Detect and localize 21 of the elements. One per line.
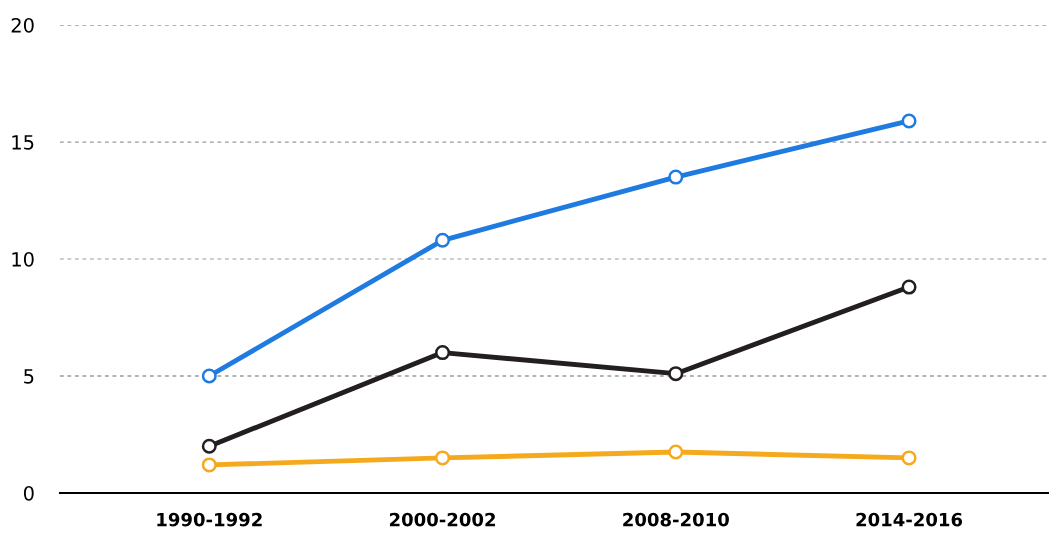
point [435, 345, 451, 361]
x-tick-label: 2008-2010 [623, 512, 729, 527]
point [901, 113, 917, 129]
point [668, 366, 684, 382]
y-tick-label: 20 [11, 17, 34, 33]
point [201, 368, 217, 384]
y-tick-label: 0 [23, 485, 34, 501]
point [901, 450, 917, 466]
y-tick-label: 5 [24, 369, 34, 384]
point [201, 457, 217, 473]
x-tick-label: 2014-2016 [856, 512, 963, 527]
point [435, 450, 451, 466]
point [435, 232, 451, 248]
point [668, 169, 684, 185]
y-tick-label: 15 [12, 135, 34, 150]
point [668, 444, 684, 460]
point [901, 279, 917, 295]
y-tick-label: 10 [12, 251, 34, 267]
point [201, 438, 217, 454]
x-tick-label: 1990-1992 [157, 512, 262, 527]
x-tick-label: 2000-2002 [389, 512, 495, 527]
